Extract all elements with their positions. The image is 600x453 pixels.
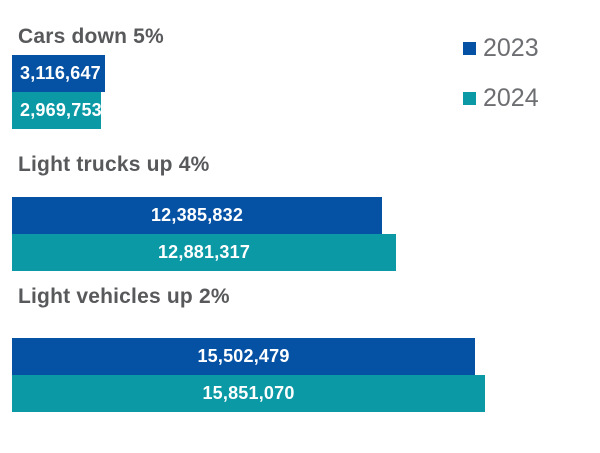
section-title-cars: Cars down 5%	[18, 25, 164, 48]
bar-cars-2024: 2,969,753	[12, 92, 101, 129]
bar-value-label-light-trucks-2023: 12,385,832	[150, 205, 244, 225]
legend-item-2023: 2023	[463, 34, 539, 62]
bar-value-label-light-vehicles-2023: 15,502,479	[197, 346, 290, 366]
legend-swatch-2023-icon	[463, 41, 476, 55]
bar-light-vehicles-2023: 15,502,479	[12, 338, 475, 375]
bar-light-trucks-2024: 12,881,317	[12, 234, 396, 271]
bar-light-vehicles-2024: 15,851,070	[12, 375, 485, 412]
legend-swatch-2024-icon	[463, 91, 476, 105]
section-title-light-trucks: Light trucks up 4%	[18, 153, 210, 176]
bar-value-label-cars-2023: 3,116,647	[20, 63, 101, 83]
bar-value-label-light-vehicles-2024: 15,851,070	[202, 383, 295, 403]
section-title-light-vehicles: Light vehicles up 2%	[18, 285, 230, 308]
legend-label-2023: 2023	[483, 34, 539, 62]
bar-cars-2023: 3,116,647	[12, 55, 105, 92]
bar-value-label-light-trucks-2024: 12,881,317	[157, 242, 251, 262]
legend-label-2024: 2024	[483, 84, 539, 112]
bar-value-label-cars-2024: 2,969,753	[20, 100, 101, 120]
bar-light-trucks-2023: 12,385,832	[12, 197, 382, 234]
legend-item-2024: 2024	[463, 84, 539, 112]
